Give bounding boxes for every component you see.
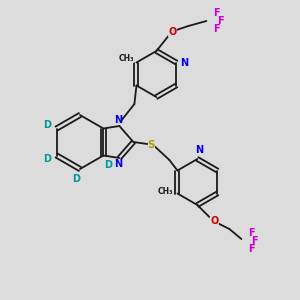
Text: F: F — [213, 8, 220, 18]
Text: D: D — [44, 154, 52, 164]
Text: N: N — [180, 58, 188, 68]
Text: F: F — [217, 16, 224, 26]
Text: N: N — [114, 115, 122, 125]
Text: F: F — [213, 24, 220, 34]
Text: N: N — [195, 145, 203, 155]
Text: O: O — [210, 216, 218, 226]
Text: D: D — [44, 119, 52, 130]
Text: F: F — [248, 228, 255, 238]
Text: D: D — [72, 174, 80, 184]
Text: CH₃: CH₃ — [158, 187, 173, 196]
Text: N: N — [114, 159, 122, 169]
Text: D: D — [104, 160, 112, 170]
Text: F: F — [251, 236, 258, 246]
Text: O: O — [168, 27, 176, 37]
Text: F: F — [248, 244, 255, 254]
Text: S: S — [148, 140, 155, 150]
Text: CH₃: CH₃ — [119, 54, 134, 63]
